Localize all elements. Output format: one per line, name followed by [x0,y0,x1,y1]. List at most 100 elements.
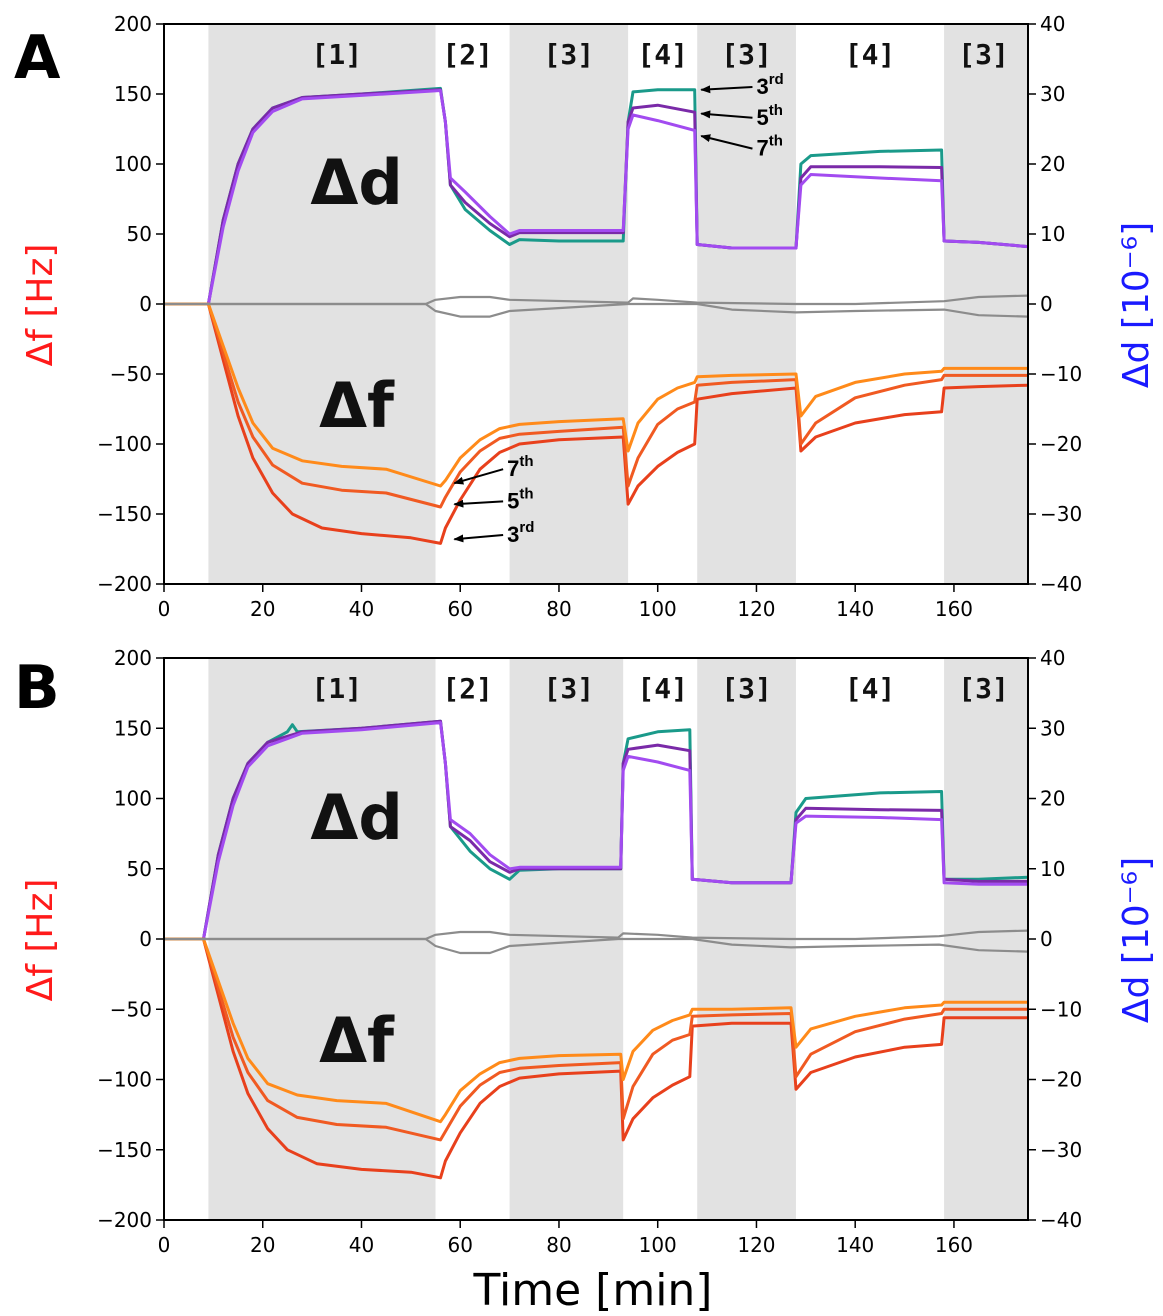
right-tick-label: 40 [1040,12,1065,36]
right-tick-label: −40 [1040,1208,1082,1232]
right-tick-label: 30 [1040,82,1065,106]
left-tick-label: −200 [97,572,152,596]
x-tick-label: 140 [836,1233,874,1257]
left-tick-label: −100 [97,1068,152,1092]
x-tick-label: 160 [935,597,973,621]
right-axis-label-a: Δd [10⁻⁶] [1116,222,1157,388]
series-line-mass [164,929,1029,941]
series-line-mass [164,937,1029,955]
left-tick-label: 200 [114,12,152,36]
shaded-interval [944,658,1028,1220]
left-axis-label-a: Δf [Hz] [20,244,61,367]
right-tick-label: −10 [1040,997,1082,1021]
right-tick-label: −20 [1040,1068,1082,1092]
right-axis-label-b: Δd [10⁻⁶] [1116,857,1157,1023]
right-tick-label: 10 [1040,222,1065,246]
right-tick-label: −10 [1040,362,1082,386]
phase-label: [4] [637,672,688,705]
phase-label: [3] [544,38,595,71]
left-tick-label: 150 [114,716,152,740]
left-tick-label: 50 [127,857,152,881]
x-tick-label: 160 [935,1233,973,1257]
left-tick-label: 100 [114,787,152,811]
left-tick-label: 0 [139,927,152,951]
x-tick-label: 0 [158,1233,171,1257]
annotation-label: 3rd [507,519,534,547]
phase-label: [3] [721,38,772,71]
panel-letter-b: B [14,653,60,723]
phase-label: [2] [442,38,493,71]
left-tick-label: −150 [97,502,152,526]
series-line-f3 [164,937,1028,1180]
region-labels: Δd Δf [310,146,402,442]
annotation-arrow [453,534,504,543]
annotation-label: 7th [756,133,782,161]
x-tick-label: 80 [546,597,571,621]
series-line-d7 [164,89,1029,306]
region-labels: Δd Δf [310,781,402,1077]
left-tick-label: −200 [97,1208,152,1232]
x-tick-label: 100 [639,1233,677,1257]
panel-a: 0 20 40 60 80 100 120 140 160200150100500−50−100… [14,12,1082,621]
x-tick-label: 60 [448,1233,473,1257]
right-tick-label: −30 [1040,1138,1082,1162]
shaded-interval [509,24,629,584]
x-tick-label: 0 [158,597,171,621]
right-tick-label: −20 [1040,432,1082,456]
annotation-label: 5th [756,102,782,130]
x-tick-label: 100 [639,597,677,621]
left-tick-label: 200 [114,646,152,670]
left-tick-label: 50 [127,222,152,246]
right-tick-label: 20 [1040,152,1065,176]
left-tick-label: −150 [97,1138,152,1162]
x-tick-label: 60 [448,597,473,621]
series-line-mass [164,302,1029,318]
right-tick-label: −40 [1040,572,1082,596]
x-axis-label: Time [min] [473,1265,713,1316]
phase-label: [3] [544,672,595,705]
region-label: Δd [310,146,402,219]
left-tick-label: 0 [139,292,152,316]
left-tick-label: −50 [110,362,152,386]
phase-label: [4] [845,38,896,71]
phase-label: [3] [721,672,772,705]
series-lines [164,719,1029,1180]
left-tick-label: −50 [110,997,152,1021]
series-line-mass [164,294,1029,306]
right-tick-label: 0 [1040,927,1053,951]
phase-labels: [1] [2] [3] [4] [3] [4] [3] [312,672,1009,705]
annotation-arrow [453,468,504,485]
panel-b: 0 20 40 60 80 100 120 140 160200150100500−50−100… [14,646,1082,1257]
plot-frame [163,657,1029,1221]
x-tick-label: 80 [546,1233,571,1257]
phase-label: [3] [958,38,1009,71]
phase-label: [2] [442,672,493,705]
right-tick-label: 20 [1040,787,1065,811]
phase-label: [1] [312,672,363,705]
right-tick-label: 10 [1040,857,1065,881]
region-label: Δf [319,1004,395,1077]
right-tick-label: −30 [1040,502,1082,526]
right-tick-label: 0 [1040,292,1053,316]
panel-letter-a: A [14,23,61,93]
x-tick-label: 40 [349,597,374,621]
phase-label: [3] [958,672,1009,705]
x-tick-label: 120 [737,1233,775,1257]
region-label: Δd [310,781,402,854]
x-tick-label: 40 [349,1233,374,1257]
left-tick-label: 100 [114,152,152,176]
harmonic-annotations: 3rd 5th 7th 7th 5th 3rd [453,71,784,547]
axis-ticks: 0 20 40 60 80 100 120 140 160200150100500−50−100… [97,646,1082,1257]
left-axis-label-b: Δf [Hz] [20,879,61,1002]
annotation-arrow [700,134,753,150]
x-tick-label: 140 [836,597,874,621]
annotation-arrow [700,85,753,94]
phase-labels: [1] [2] [3] [4] [3] [4] [3] [312,38,1009,71]
series-line-f7 [164,937,1028,1124]
series-line-d7 [164,721,1028,941]
right-tick-label: 40 [1040,646,1065,670]
left-tick-label: 150 [114,82,152,106]
x-tick-label: 20 [250,597,275,621]
annotation-label: 5th [507,485,533,513]
